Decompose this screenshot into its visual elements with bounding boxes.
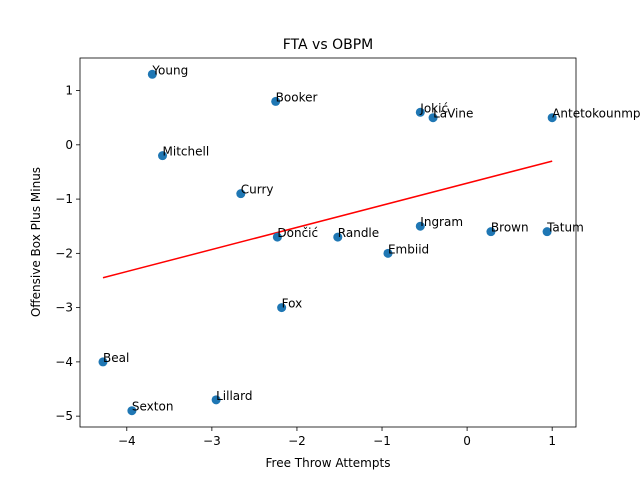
y-tick-label: −3 xyxy=(55,301,73,315)
data-point-label: Brown xyxy=(491,221,529,235)
data-point xyxy=(542,227,552,237)
data-point-label: Embiid xyxy=(388,242,429,256)
y-tick-label: −2 xyxy=(55,246,73,260)
x-tick-label: −1 xyxy=(373,434,391,448)
data-point xyxy=(428,113,438,123)
data-point-label: Tatum xyxy=(546,221,584,235)
data-point-label: Lillard xyxy=(216,389,252,403)
data-point xyxy=(333,232,343,242)
data-point xyxy=(415,107,425,117)
data-point xyxy=(415,221,425,231)
data-point xyxy=(147,69,157,79)
data-point-label: Randle xyxy=(338,226,379,240)
data-point-label: Ingram xyxy=(420,215,463,229)
data-point xyxy=(158,151,168,161)
data-point xyxy=(383,248,393,258)
data-point xyxy=(236,189,246,199)
data-point xyxy=(547,113,557,123)
y-axis-label: Offensive Box Plus Minus xyxy=(29,167,43,317)
data-point xyxy=(127,406,137,416)
x-tick-label: 0 xyxy=(463,434,471,448)
x-tick-label: −3 xyxy=(203,434,221,448)
axes-frame xyxy=(79,57,577,428)
data-point-label: Sexton xyxy=(132,400,174,414)
y-tick-label: −4 xyxy=(55,355,73,369)
data-point-label: Young xyxy=(151,63,188,77)
data-point xyxy=(486,227,496,237)
data-point xyxy=(211,395,221,405)
data-point xyxy=(272,232,282,242)
data-point-label: Curry xyxy=(241,183,274,197)
x-axis-label: Free Throw Attempts xyxy=(266,456,391,470)
data-point-label: Dončić xyxy=(277,226,318,240)
data-point-label: Beal xyxy=(103,351,129,365)
data-point-label: LaVine xyxy=(433,107,473,121)
y-tick-label: −5 xyxy=(55,409,73,423)
y-tick-label: 0 xyxy=(65,138,73,152)
x-tick-label: −4 xyxy=(118,434,136,448)
data-point xyxy=(271,96,281,106)
regression-line xyxy=(102,160,553,279)
data-point-label: Fox xyxy=(282,297,303,311)
data-point-label: Booker xyxy=(276,90,318,104)
data-point xyxy=(277,303,287,313)
data-point xyxy=(98,357,108,367)
data-point-label: Antetokounmpo xyxy=(552,107,640,121)
y-tick-label: −1 xyxy=(55,192,73,206)
data-point-label: Jokić xyxy=(419,101,448,115)
x-tick-label: 1 xyxy=(548,434,556,448)
data-point-label: Mitchell xyxy=(163,145,210,159)
x-tick-label: −2 xyxy=(288,434,306,448)
chart-title: FTA vs OBPM xyxy=(283,37,373,53)
y-tick-label: 1 xyxy=(65,84,73,98)
plot-area: −4 −3 −2 −1 0 1 −5 −4 −3 −2 −1 0 1 Young Booker JokićLa… xyxy=(55,57,640,448)
